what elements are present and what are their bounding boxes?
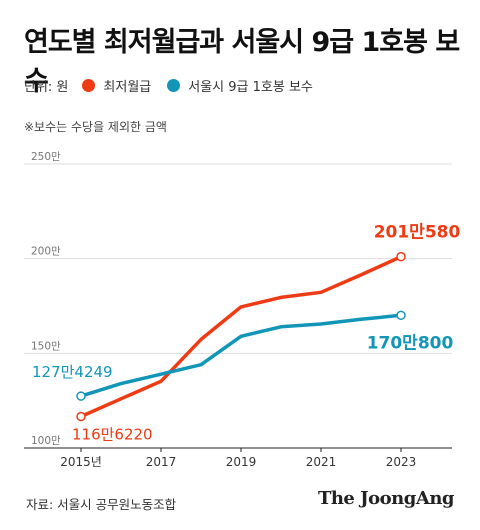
- x-tick-label-2: 2019: [226, 455, 257, 469]
- y-tick-label-0: 100만: [31, 435, 61, 447]
- point-civil-servant-start: [76, 391, 86, 401]
- chart-title: 연도별 최저월급과 서울시 9급 1호봉 보수: [24, 27, 460, 97]
- legend-item-minimum-wage: 최저월급: [82, 76, 151, 95]
- unit-label: 단위: 원: [24, 80, 69, 95]
- brand-logo: The JoongAng: [317, 488, 455, 509]
- x-tick-label-3: 2021: [306, 455, 337, 469]
- legend: 단위: 원 최저월급 서울시 9급 1호봉 보수: [24, 76, 329, 95]
- y-tick-label-1: 150만: [31, 340, 61, 352]
- x-tick-label-1: 2017: [146, 455, 177, 469]
- series-line-minimum-wage: [79, 254, 403, 419]
- data-label-minimum-wage-start: 116만6220: [72, 426, 153, 444]
- point-minimum-wage-start: [76, 411, 86, 422]
- series-line-civil-servant: [79, 313, 403, 398]
- y-tick-label-3: 250만: [31, 151, 61, 163]
- source-credit: 자료: 서울시 공무원노동조합: [26, 497, 177, 512]
- data-label-civil-servant-start: 127만4249: [32, 363, 113, 381]
- data-label-civil-servant-end: 170만800: [367, 333, 454, 353]
- footnote: ※보수는 수당을 제외한 금액: [24, 120, 167, 134]
- data-label-minimum-wage-end: 201만580: [374, 223, 461, 243]
- legend-swatch-minimum-wage: [82, 79, 96, 92]
- legend-label-civil-servant: 서울시 9급 1호봉 보수: [188, 80, 313, 95]
- point-minimum-wage-end: [396, 251, 406, 262]
- x-tick-label-4: 2023: [386, 455, 417, 469]
- legend-swatch-civil-servant: [167, 79, 181, 92]
- legend-item-civil-servant: 서울시 9급 1호봉 보수: [167, 76, 313, 95]
- y-tick-label-2: 200만: [31, 246, 61, 258]
- point-civil-servant-end: [396, 310, 406, 321]
- legend-label-minimum-wage: 최저월급: [103, 80, 152, 95]
- x-tick-label-0: 2015년: [60, 455, 102, 469]
